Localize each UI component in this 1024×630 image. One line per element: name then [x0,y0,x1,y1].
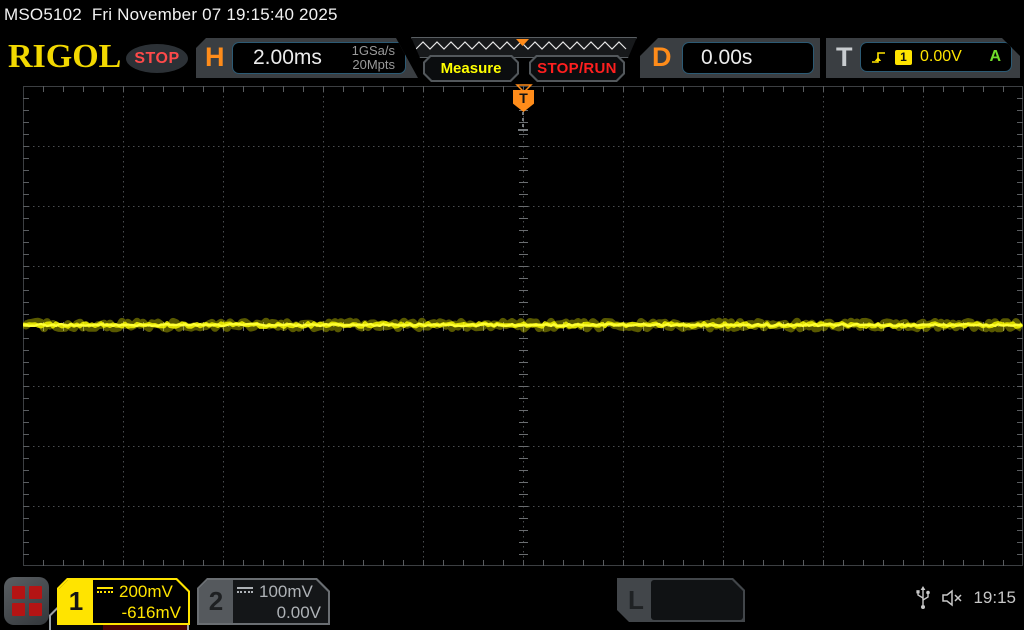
channel1-scale: 200mV [119,581,173,602]
system-tray: 19:15 [915,586,1016,610]
horizontal-settings[interactable]: H 2.00ms 1GSa/s 20Mpts [196,38,418,78]
trigger-marker-letter: T [519,90,528,106]
horizontal-label: H [205,42,225,73]
trigger-line-hint [517,112,529,134]
logic-label: L [621,578,651,622]
waveform-display-area[interactable]: T 1 Freq1 ***** [23,86,1023,566]
status-bar: MSO5102 Fri November 07 19:15:40 2025 [4,5,338,25]
trigger-label: T [836,42,853,73]
channel1-badge[interactable]: 1 [59,580,93,623]
clock: 19:15 [973,588,1016,608]
rising-edge-icon [871,49,887,65]
stoprun-button[interactable]: STOP/RUN [529,55,625,82]
usb-icon[interactable] [915,586,931,610]
trigger-level: 0.00V [920,48,962,66]
channel2-scale: 100mV [259,581,313,602]
channel2-status-block[interactable]: 2 100mV 0.00V [197,578,330,625]
delay-value: 0.00s [701,46,752,70]
trigger-inset[interactable]: 1 0.00V A [860,42,1012,72]
rigol-logo: RIGOL [8,38,121,76]
channel1-status-block[interactable]: 1 200mV -616mV [57,578,190,625]
datetime: Fri November 07 19:15:40 2025 [92,5,338,24]
speaker-muted-icon[interactable] [941,589,963,607]
memory-depth: 20Mpts [352,58,395,72]
stoprun-button-label: STOP/RUN [537,60,617,77]
timebase-value: 2.00ms [253,46,322,70]
oscilloscope-screen: MSO5102 Fri November 07 19:15:40 2025 RI… [0,0,1024,630]
dc-coupling-icon [97,587,113,597]
channel2-badge[interactable]: 2 [199,580,233,623]
trigger-source-badge: 1 [895,50,912,65]
run-state-indicator: STOP [126,44,188,73]
run-state-label: STOP [134,50,179,68]
channel1-trace [23,86,1023,566]
waveform-preview-bar[interactable] [411,37,637,58]
acquisition-info: 1GSa/s 20Mpts [352,44,395,72]
delay-settings[interactable]: D 0.00s [640,38,820,78]
trigger-settings[interactable]: T 1 0.00V A [826,38,1020,78]
timebase-inset[interactable]: 2.00ms 1GSa/s 20Mpts [232,42,406,74]
delay-label: D [652,42,672,73]
dc-coupling-icon [237,587,253,597]
preview-waveform-icon [412,38,634,55]
logic-row1: 0 1 2 3 4 5 6 7 [659,620,743,630]
delay-inset[interactable]: 0.00s [682,42,814,74]
channel2-offset: 0.00V [237,602,321,623]
sample-rate: 1GSa/s [352,44,395,58]
model-name: MSO5102 [4,5,82,24]
trigger-sweep-mode: A [989,48,1001,66]
channel1-offset: -616mV [97,602,181,623]
measure-button-label: Measure [441,60,502,77]
grid-menu-icon[interactable] [4,577,49,625]
logic-channel-numbers: 0 1 2 3 4 5 6 7 8 9 1011 12131415 [651,580,743,620]
logic-channels-block[interactable]: L 0 1 2 3 4 5 6 7 8 9 1011 12131415 [617,578,745,622]
measure-button[interactable]: Measure [423,55,519,82]
